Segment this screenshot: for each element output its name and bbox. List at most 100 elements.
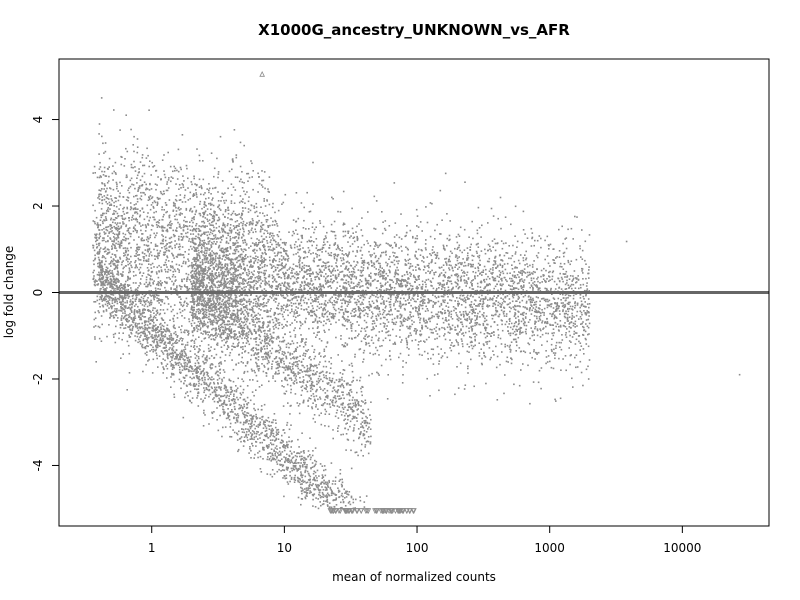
data-point <box>185 353 187 355</box>
data-point <box>184 361 187 364</box>
data-point <box>291 457 294 459</box>
data-point <box>286 460 288 462</box>
data-point <box>148 319 150 321</box>
data-point <box>227 223 229 225</box>
data-point <box>290 476 293 479</box>
data-point <box>209 297 212 300</box>
data-point <box>284 447 287 449</box>
data-point <box>185 164 188 167</box>
data-point <box>185 374 188 377</box>
data-point <box>256 321 258 324</box>
data-point <box>550 343 553 346</box>
data-point <box>127 260 129 263</box>
data-point <box>165 295 167 298</box>
data-point <box>102 304 104 307</box>
data-point <box>141 343 144 346</box>
data-point <box>240 178 242 181</box>
data-point <box>163 336 166 338</box>
data-point <box>160 350 163 352</box>
data-point <box>361 443 363 446</box>
data-point <box>149 333 151 335</box>
data-point <box>125 250 127 253</box>
data-point <box>187 395 189 397</box>
data-point <box>315 365 317 367</box>
data-point <box>303 491 306 493</box>
data-point <box>201 302 204 305</box>
data-point <box>299 464 301 467</box>
data-point <box>170 356 172 358</box>
data-point <box>264 329 266 332</box>
data-point <box>155 331 157 334</box>
data-point <box>194 362 197 365</box>
data-point <box>148 331 151 333</box>
data-point <box>309 437 311 439</box>
data-point <box>249 425 251 428</box>
data-point <box>221 339 223 342</box>
data-point <box>176 336 179 338</box>
data-point <box>180 235 183 238</box>
data-point <box>180 387 182 390</box>
data-point <box>239 286 241 288</box>
data-point <box>227 296 230 299</box>
data-point <box>121 338 123 341</box>
data-point <box>342 408 345 410</box>
data-point <box>120 306 122 308</box>
data-point <box>369 304 372 306</box>
data-point <box>277 459 280 462</box>
data-point <box>264 425 267 428</box>
data-point <box>298 412 301 415</box>
data-point <box>188 358 191 361</box>
data-point <box>277 366 279 369</box>
data-point <box>321 474 324 476</box>
data-point <box>203 389 206 392</box>
data-point <box>170 227 172 229</box>
data-point <box>140 239 143 242</box>
data-point <box>231 359 233 361</box>
data-point <box>222 307 225 309</box>
data-point <box>139 283 142 285</box>
data-point <box>148 304 151 307</box>
data-point <box>255 435 257 438</box>
data-point <box>159 226 161 228</box>
data-point <box>274 440 276 442</box>
data-point <box>235 417 238 419</box>
data-point <box>129 329 132 331</box>
data-point <box>108 302 110 304</box>
data-point <box>167 342 169 344</box>
data-point <box>289 480 291 483</box>
data-point <box>147 301 150 303</box>
data-point <box>213 210 215 213</box>
data-point <box>345 293 347 296</box>
data-point <box>152 316 155 319</box>
data-point <box>141 263 143 266</box>
data-point <box>111 287 113 290</box>
data-point <box>315 404 317 406</box>
data-point <box>180 304 182 306</box>
data-point <box>284 460 286 463</box>
data-point <box>221 350 223 353</box>
data-point <box>198 284 201 287</box>
data-point <box>243 436 246 438</box>
data-point <box>234 296 237 299</box>
data-point <box>116 308 118 310</box>
data-point <box>380 364 383 367</box>
data-point <box>362 408 364 411</box>
data-point <box>221 395 223 398</box>
data-point <box>242 346 244 348</box>
data-point <box>126 320 128 323</box>
data-point <box>155 345 157 348</box>
data-point <box>181 239 184 241</box>
data-point <box>246 335 249 337</box>
data-point <box>352 396 354 399</box>
data-point <box>218 325 220 328</box>
data-point <box>252 445 254 447</box>
data-point <box>263 322 265 324</box>
data-point <box>321 503 324 506</box>
data-point <box>94 279 97 281</box>
data-point <box>361 417 364 420</box>
data-point <box>323 286 325 289</box>
data-point <box>260 331 263 333</box>
data-point <box>140 326 142 329</box>
data-point <box>200 285 202 287</box>
data-point <box>141 304 144 306</box>
